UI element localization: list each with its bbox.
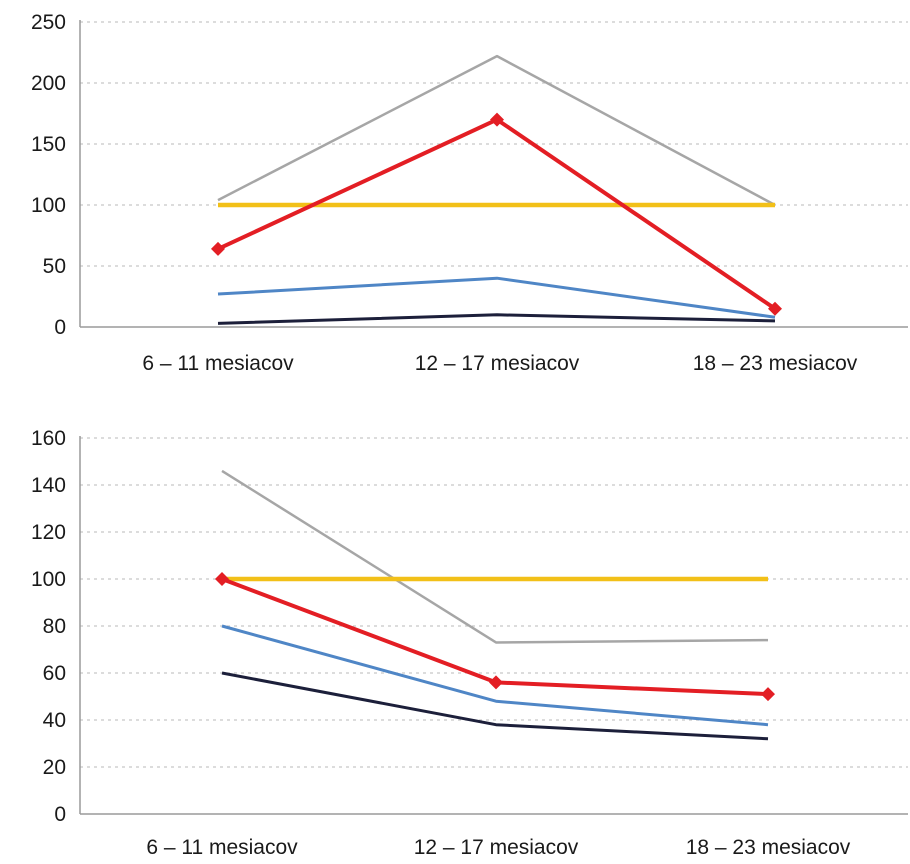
- chart-1-y-tick-label: 150: [31, 133, 66, 156]
- chart-2-x-category-label: 12 – 17 mesiacov: [414, 836, 579, 859]
- chart-2-y-tick-label: 60: [43, 662, 66, 685]
- chart-1-series-gray-line: [217, 54, 776, 207]
- line-chart-bottom: 0 20 40 60 80 100 120 140 160 6 – 11 mesiacov 12 –…: [0, 420, 910, 864]
- chart-1-series-red-line: [217, 117, 777, 311]
- chart-2-x-category-label: 6 – 11 mesiacov: [146, 836, 298, 859]
- chart-2-series-red-marker: [761, 687, 775, 702]
- chart-1-x-category-label: 18 – 23 mesiacov: [693, 352, 858, 375]
- chart-1-series-red-marker: [490, 112, 504, 127]
- chart-2-y-tick-label: 140: [31, 474, 66, 497]
- chart-1-y-tick-label: 0: [54, 316, 66, 339]
- chart-2-y-tick-label: 80: [43, 615, 66, 638]
- chart-2-series-blue-line: [221, 624, 769, 727]
- chart-1-y-tick-label: 50: [43, 255, 66, 278]
- line-chart-bottom-svg: 0 20 40 60 80 100 120 140 160 6 – 11 mesiacov 12 –…: [31, 427, 908, 859]
- chart-1-x-category-label: 12 – 17 mesiacov: [415, 352, 580, 375]
- chart-1-series-navy-line: [217, 313, 776, 325]
- chart-2-y-tick-label: 100: [31, 568, 66, 591]
- chart-2-series-red-marker: [215, 572, 229, 586]
- chart-2-y-tick-label: 20: [43, 756, 66, 779]
- chart-2-y-tick-label: 120: [31, 521, 66, 544]
- chart-1-series-red-marker: [211, 241, 225, 256]
- chart-1-y-tick-label: 250: [31, 11, 66, 34]
- line-chart-top-svg: 0 50 100 150 200 250 6 – 11 mesiacov 12 – 17 me…: [31, 11, 908, 375]
- chart-2-series-navy-line: [221, 671, 769, 741]
- chart-1-series-red-marker: [768, 301, 782, 316]
- chart-2-x-category-label: 18 – 23 mesiacov: [686, 836, 851, 859]
- chart-1-x-category-label: 6 – 11 mesiacov: [142, 352, 294, 375]
- chart-1-y-tick-label: 200: [31, 72, 66, 95]
- line-chart-top: 0 50 100 150 200 250 6 – 11 mesiacov 12 – 17 me…: [0, 0, 910, 400]
- chart-2-y-tick-label: 40: [43, 709, 66, 732]
- chart-2-y-tick-label: 160: [31, 427, 66, 450]
- chart-1-y-tick-label: 100: [31, 194, 66, 217]
- chart-2-y-tick-label: 0: [54, 803, 66, 826]
- chart-1-series-blue-line: [217, 276, 776, 319]
- chart-2-series-red-marker: [489, 675, 503, 690]
- chart-2-series-gray-line: [221, 469, 769, 644]
